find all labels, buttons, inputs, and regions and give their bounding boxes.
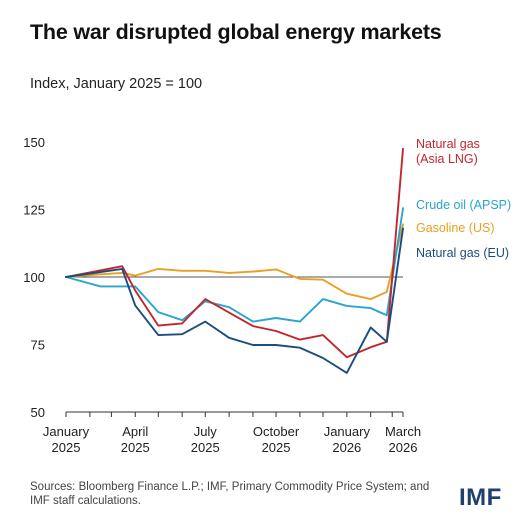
x-axis: January2025April2025July2025October2025J…: [43, 411, 421, 455]
y-tick-label: 150: [23, 135, 45, 150]
y-tick-label: 125: [23, 203, 45, 218]
y-tick-label: 75: [31, 338, 45, 353]
series-line-gasoline-us: [65, 223, 404, 301]
y-tick-label: 50: [31, 405, 45, 420]
x-tick-label: 2026: [389, 440, 418, 455]
source-note: Sources: Bloomberg Finance L.P.; IMF, Pr…: [30, 481, 430, 507]
chart-title: The war disrupted global energy markets: [30, 20, 442, 44]
series-line-natural-gas-eu: [65, 227, 404, 374]
x-tick-label: January: [324, 424, 371, 439]
series-label: Natural gas: [416, 137, 480, 151]
y-axis: 50 75 100 125 150: [23, 135, 45, 420]
chart-subtitle: Index, January 2025 = 100: [30, 76, 203, 92]
series-label: Gasoline (US): [416, 221, 495, 235]
x-tick-label: January: [43, 424, 90, 439]
x-tick-label: 2026: [332, 440, 361, 455]
series-label: Natural gas (EU): [416, 246, 509, 260]
x-tick-label: July: [194, 424, 218, 439]
x-tick-label: April: [122, 424, 148, 439]
x-tick-label: 2025: [121, 440, 150, 455]
series-line-crude-oil-apsp: [65, 207, 404, 323]
x-tick-label: March: [385, 424, 421, 439]
imf-logo: IMF: [459, 484, 502, 511]
x-tick-label: October: [253, 424, 300, 439]
series-labels: Gasoline (US) Crude oil (APSP) Natural gas…: [416, 137, 511, 260]
x-tick-label: 2025: [262, 440, 291, 455]
y-tick-label: 100: [23, 270, 45, 285]
series-lines: [65, 147, 404, 374]
x-tick-label: 2025: [52, 440, 81, 455]
series-label: Crude oil (APSP): [416, 198, 511, 212]
series-label: (Asia LNG): [416, 152, 478, 166]
x-tick-label: 2025: [191, 440, 220, 455]
series-line-natural-gas-asia-lng: [65, 147, 404, 359]
